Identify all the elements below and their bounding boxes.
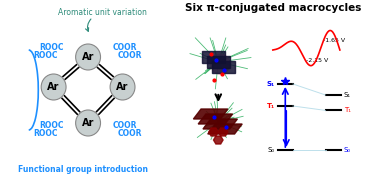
Text: ROOC: ROOC bbox=[39, 42, 64, 51]
Text: ROOC: ROOC bbox=[34, 129, 58, 138]
Text: Ar: Ar bbox=[116, 82, 129, 92]
Polygon shape bbox=[208, 124, 242, 134]
Text: ROOC: ROOC bbox=[34, 51, 58, 60]
Circle shape bbox=[110, 74, 135, 100]
Polygon shape bbox=[198, 114, 232, 124]
Text: Functional group introduction: Functional group introduction bbox=[18, 165, 148, 174]
Polygon shape bbox=[209, 128, 218, 136]
Polygon shape bbox=[214, 136, 223, 144]
Circle shape bbox=[76, 110, 101, 136]
FancyArrowPatch shape bbox=[85, 19, 91, 31]
Text: Ar: Ar bbox=[47, 82, 60, 92]
Text: Ar: Ar bbox=[82, 118, 94, 128]
Text: ROOC: ROOC bbox=[39, 120, 64, 129]
Text: COOR: COOR bbox=[118, 51, 143, 60]
Polygon shape bbox=[203, 119, 237, 129]
Polygon shape bbox=[207, 56, 230, 68]
Polygon shape bbox=[218, 128, 228, 136]
Text: S₁: S₁ bbox=[266, 81, 275, 87]
Circle shape bbox=[76, 44, 101, 70]
Polygon shape bbox=[202, 51, 225, 63]
Text: T₁: T₁ bbox=[344, 107, 351, 113]
Text: COOR: COOR bbox=[118, 129, 143, 138]
Polygon shape bbox=[212, 61, 235, 73]
Circle shape bbox=[211, 54, 230, 74]
Text: COOR: COOR bbox=[112, 120, 137, 129]
Circle shape bbox=[41, 74, 66, 100]
Text: Ar: Ar bbox=[82, 52, 94, 62]
Text: Six π-conjugated macrocycles: Six π-conjugated macrocycles bbox=[185, 3, 361, 13]
Text: S₁: S₁ bbox=[344, 92, 351, 98]
Text: S₀: S₀ bbox=[344, 147, 351, 153]
Text: -2.15 V: -2.15 V bbox=[306, 58, 328, 63]
Text: S₀: S₀ bbox=[268, 147, 275, 153]
Text: -1.65 V: -1.65 V bbox=[323, 38, 345, 43]
Text: Aromatic unit variation: Aromatic unit variation bbox=[58, 8, 147, 17]
Text: COOR: COOR bbox=[112, 42, 137, 51]
Text: T₁: T₁ bbox=[266, 103, 275, 109]
Polygon shape bbox=[194, 109, 228, 119]
